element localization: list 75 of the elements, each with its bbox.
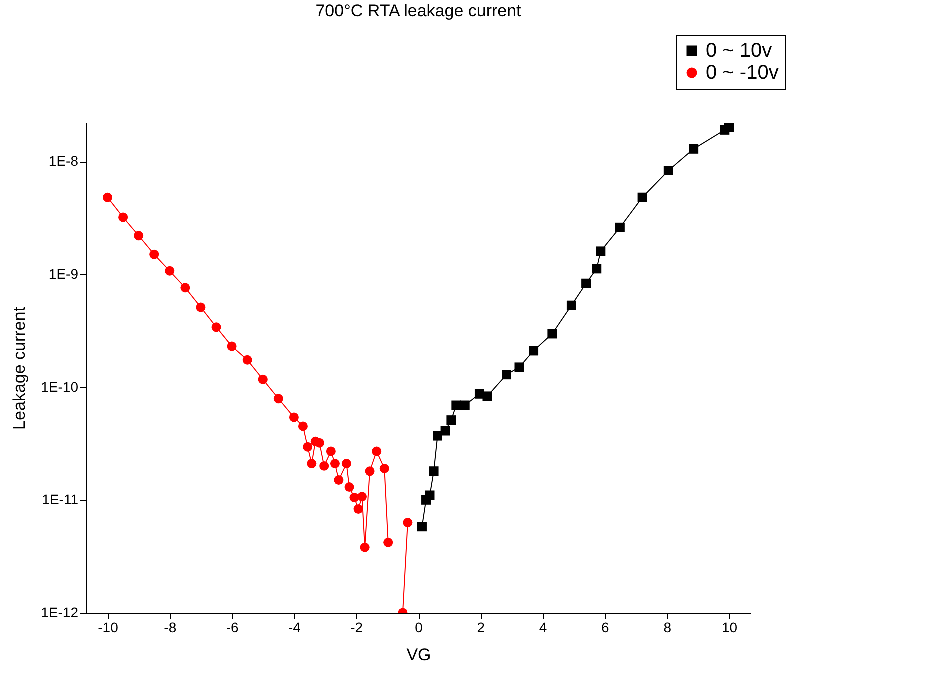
point [372, 446, 382, 456]
point [724, 123, 734, 132]
point [384, 538, 394, 548]
point [592, 264, 602, 274]
y-tick-label: 1E-8 [48, 153, 79, 170]
point [429, 466, 439, 476]
point [150, 250, 160, 260]
point [433, 431, 443, 441]
point [242, 355, 252, 365]
point [326, 446, 336, 456]
point [689, 144, 699, 154]
point [664, 166, 674, 176]
point [180, 283, 190, 293]
point [350, 493, 360, 502]
legend-label: 0 ~ -10v [706, 62, 779, 84]
point [103, 192, 112, 202]
point [403, 518, 413, 528]
point [289, 412, 299, 422]
x-tick-label: -2 [350, 620, 364, 636]
point [596, 246, 606, 256]
point [358, 492, 367, 502]
point [425, 490, 435, 500]
point [514, 362, 524, 372]
point [303, 442, 313, 452]
x-tick-label: 0 [415, 620, 424, 636]
point [638, 192, 648, 202]
point [452, 400, 462, 410]
point [320, 461, 330, 471]
point [212, 322, 222, 332]
point [134, 231, 144, 241]
y-tick-label: 1E-10 [41, 378, 79, 395]
point [502, 370, 512, 380]
point [298, 422, 308, 432]
point [482, 392, 492, 402]
point [314, 438, 324, 448]
point [118, 212, 128, 222]
point [330, 459, 340, 469]
x-tick-label: -10 [98, 620, 119, 636]
point [417, 522, 427, 532]
y-tick-label: 1E-12 [41, 604, 79, 620]
x-tick-label: -6 [226, 620, 239, 636]
point [460, 400, 470, 410]
point [529, 346, 539, 356]
point [440, 426, 450, 436]
x-tick-label: 8 [664, 620, 672, 636]
x-axis-title: VG [406, 646, 432, 664]
point [196, 302, 206, 312]
point [615, 222, 625, 232]
point [446, 416, 456, 426]
point [548, 329, 558, 339]
point [334, 476, 344, 486]
point [380, 464, 390, 474]
y-tick-label: 1E-11 [42, 492, 79, 508]
x-tick-label: -4 [288, 620, 302, 636]
point [227, 342, 237, 352]
point [365, 466, 375, 476]
y-axis-title: Leakage current [10, 306, 30, 430]
point [582, 278, 592, 288]
legend-label: 0 ~ 10v [706, 40, 772, 62]
point [307, 459, 317, 469]
point [566, 300, 576, 310]
point [274, 394, 284, 404]
point [258, 374, 268, 384]
y-tick-label: 1E-9 [48, 266, 79, 282]
x-tick-label: 2 [477, 620, 486, 636]
point [360, 542, 370, 552]
point [354, 504, 364, 514]
x-tick-label: 6 [602, 620, 610, 636]
point [344, 482, 354, 492]
x-tick-label: 10 [722, 620, 738, 636]
chart-title: 700°C RTA leakage current [316, 2, 522, 20]
x-tick-label: -8 [164, 620, 177, 636]
x-tick-label: 4 [539, 620, 548, 636]
point [342, 459, 352, 469]
point [165, 266, 175, 276]
